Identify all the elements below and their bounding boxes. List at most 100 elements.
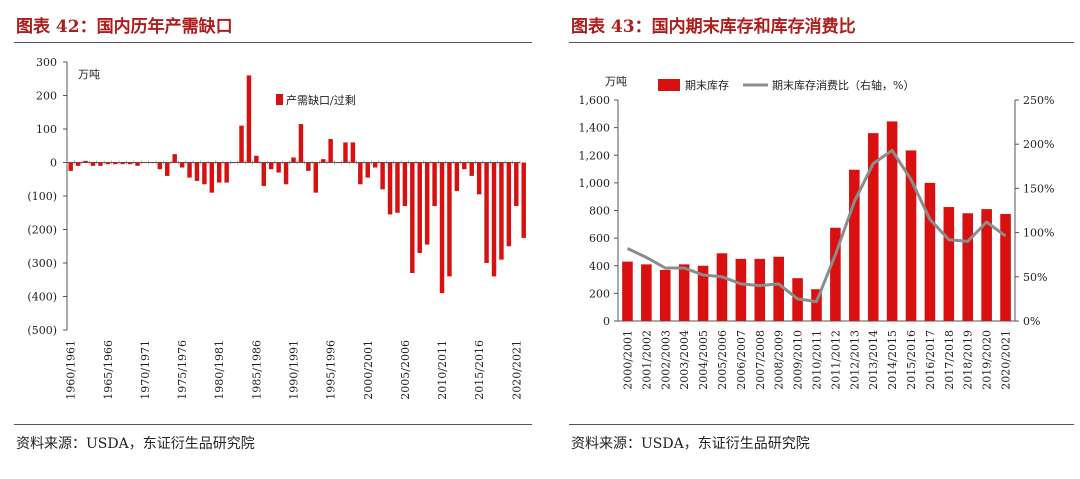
bar bbox=[283, 162, 289, 185]
bar bbox=[402, 162, 408, 207]
x-tick-label: 1995/1996 bbox=[325, 340, 338, 400]
x-tick-label: 1985/1986 bbox=[250, 340, 263, 400]
bar bbox=[328, 139, 333, 163]
bar bbox=[298, 123, 304, 163]
bar bbox=[811, 289, 822, 321]
x-tick-label: 2009/2010 bbox=[792, 330, 805, 390]
bar bbox=[924, 182, 936, 321]
legend-swatch bbox=[276, 94, 283, 105]
bar bbox=[202, 162, 207, 185]
bar bbox=[469, 162, 474, 176]
x-tick-label: 1990/1991 bbox=[288, 340, 301, 400]
x-tick-label: 2005/2006 bbox=[716, 330, 729, 390]
bar bbox=[135, 162, 140, 166]
y-tick-label: (200) bbox=[27, 224, 57, 237]
bar bbox=[735, 258, 747, 321]
y-tick-label: 400 bbox=[589, 260, 610, 273]
bar bbox=[306, 162, 311, 171]
bar bbox=[981, 209, 992, 321]
y2-tick-label: 150% bbox=[1023, 182, 1054, 195]
source-rule bbox=[14, 424, 532, 425]
bar bbox=[194, 162, 200, 181]
title-rule bbox=[569, 42, 1074, 43]
bar bbox=[380, 162, 385, 190]
bar bbox=[365, 162, 370, 178]
bar bbox=[83, 160, 88, 163]
x-tick-label: 2018/2019 bbox=[962, 330, 975, 390]
bar bbox=[830, 227, 841, 321]
bar bbox=[678, 264, 690, 321]
legend-label: 产需缺口/过剩 bbox=[286, 93, 356, 107]
bar bbox=[90, 162, 96, 166]
gap-bar-chart: 300 200 100 0 (100) (200) (300) (400) (500) 万吨产需缺… bbox=[27, 56, 526, 400]
bar bbox=[231, 162, 237, 164]
bar bbox=[491, 162, 497, 277]
x-tick-label: 2010/2011 bbox=[436, 340, 449, 400]
bar bbox=[849, 169, 860, 321]
x-tick-label: 2015/2016 bbox=[905, 330, 918, 390]
figure-title: 图表 43：国内期末库存和库存消费比 bbox=[571, 17, 856, 37]
bar bbox=[313, 162, 319, 193]
bar bbox=[447, 162, 452, 277]
ratio-line bbox=[626, 148, 1007, 304]
chart-panel-left: 图表 42：国内历年产需缺口 300 200 100 0 (100) (200) (300)… bbox=[0, 0, 538, 479]
y2-tick-label: 50% bbox=[1023, 271, 1047, 284]
bar bbox=[246, 75, 252, 163]
bar bbox=[291, 157, 296, 163]
bar bbox=[179, 162, 185, 168]
bar bbox=[343, 142, 348, 163]
bar bbox=[417, 162, 422, 253]
bar bbox=[476, 162, 482, 195]
x-tick-label: 2002/2003 bbox=[659, 330, 672, 390]
bar bbox=[521, 162, 526, 238]
legend-label-line: 期末库存消费比（右轴，%） bbox=[772, 78, 914, 92]
x-tick-label: 2020/2021 bbox=[510, 340, 523, 400]
bar bbox=[358, 162, 363, 185]
bar bbox=[962, 213, 974, 321]
x-tick-label: 2011/2012 bbox=[829, 330, 842, 390]
bar bbox=[98, 162, 103, 166]
bar bbox=[462, 162, 467, 170]
y-tick-label: 1,000 bbox=[579, 177, 611, 190]
chart-panel-right: 图表 43：国内期末库存和库存消费比 0 200 400 600 800 1,000 1,2… bbox=[555, 0, 1080, 479]
bar bbox=[410, 162, 415, 274]
x-tick-label: 2014/2015 bbox=[886, 330, 899, 390]
title-rule bbox=[14, 42, 532, 43]
x-tick-label: 2015/2016 bbox=[473, 340, 486, 400]
bar bbox=[773, 256, 784, 321]
source-rule bbox=[569, 424, 1074, 425]
bar bbox=[697, 265, 709, 321]
figure-title: 图表 42：国内历年产需缺口 bbox=[16, 17, 233, 37]
x-tick-label: 2003/2004 bbox=[678, 330, 691, 390]
bar bbox=[943, 207, 955, 321]
bar bbox=[395, 162, 400, 213]
bar bbox=[224, 162, 229, 183]
unit-label: 万吨 bbox=[605, 75, 627, 88]
y-tick-label: 100 bbox=[36, 123, 57, 136]
bar bbox=[622, 261, 633, 321]
bar bbox=[165, 162, 170, 176]
x-tick-label: 2006/2007 bbox=[735, 330, 748, 390]
y-tick-label: 0 bbox=[50, 157, 57, 170]
x-tick-label: 2007/2008 bbox=[754, 330, 767, 390]
x-tick-label: 2004/2005 bbox=[697, 330, 710, 390]
source-note: 资料来源：USDA，东证衍生品研究院 bbox=[16, 436, 255, 452]
x-tick-label: 2017/2018 bbox=[943, 330, 956, 390]
bar bbox=[886, 121, 898, 321]
stock-ratio-chart: 0 200 400 600 800 1,000 1,200 1,400 1,600 0% 50% 10… bbox=[579, 75, 1055, 390]
x-tick-label: 2000/2001 bbox=[362, 340, 375, 400]
bar bbox=[484, 162, 489, 263]
x-tick-label: 2016/2017 bbox=[924, 330, 937, 390]
bar bbox=[150, 162, 155, 164]
bar bbox=[387, 162, 393, 215]
x-tick-label: 2001/2002 bbox=[640, 330, 653, 390]
y-tick-label: 800 bbox=[589, 205, 610, 218]
bar bbox=[75, 162, 81, 166]
y-tick-label: 200 bbox=[36, 90, 57, 103]
bar bbox=[209, 162, 215, 193]
bar bbox=[905, 150, 917, 321]
bar bbox=[172, 154, 177, 163]
bar bbox=[127, 162, 133, 165]
y-tick-label: 600 bbox=[589, 232, 610, 245]
bar bbox=[335, 162, 341, 164]
